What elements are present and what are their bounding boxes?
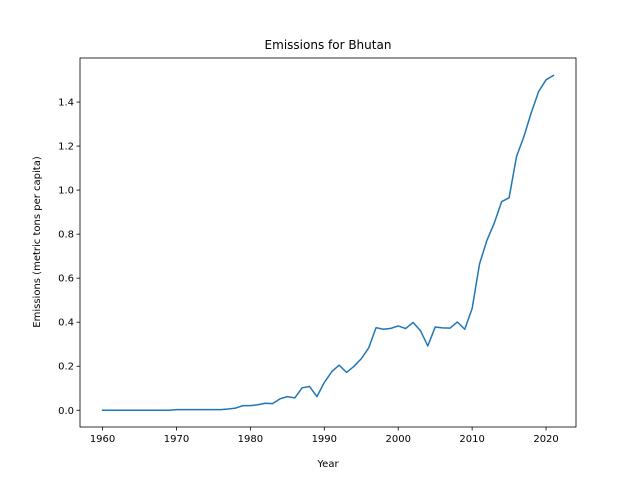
y-tick-label: 0.0 <box>58 406 74 417</box>
x-tick-label: 1970 <box>164 434 189 445</box>
y-tick-label: 1.0 <box>58 186 74 197</box>
y-tick-label: 0.4 <box>58 318 74 329</box>
axes-frame <box>79 57 577 428</box>
series-line-0 <box>101 74 555 412</box>
plot-area <box>101 74 555 412</box>
y-axis-label: Emissions (metric tons per capita) <box>32 156 43 328</box>
y-tick-label: 1.4 <box>58 98 74 109</box>
y-tick-label: 0.2 <box>58 362 74 373</box>
x-tick-label: 1990 <box>312 434 337 445</box>
chart-title: Emissions for Bhutan <box>265 38 392 52</box>
x-tick-label: 2010 <box>459 434 484 445</box>
x-axis-label: Year <box>316 459 339 470</box>
x-tick-label: 1960 <box>90 434 115 445</box>
x-tick-label: 2000 <box>385 434 410 445</box>
y-tick-label: 0.8 <box>58 230 74 241</box>
y-tick-label: 0.6 <box>58 274 74 285</box>
x-tick-label: 1980 <box>238 434 263 445</box>
axes: 1960 1970 1980 1990 2000 2010 2020 0.0 0.2 0.4 0.6… <box>58 57 577 445</box>
y-tick-label: 1.2 <box>58 142 74 153</box>
x-tick-label: 2020 <box>533 434 558 445</box>
